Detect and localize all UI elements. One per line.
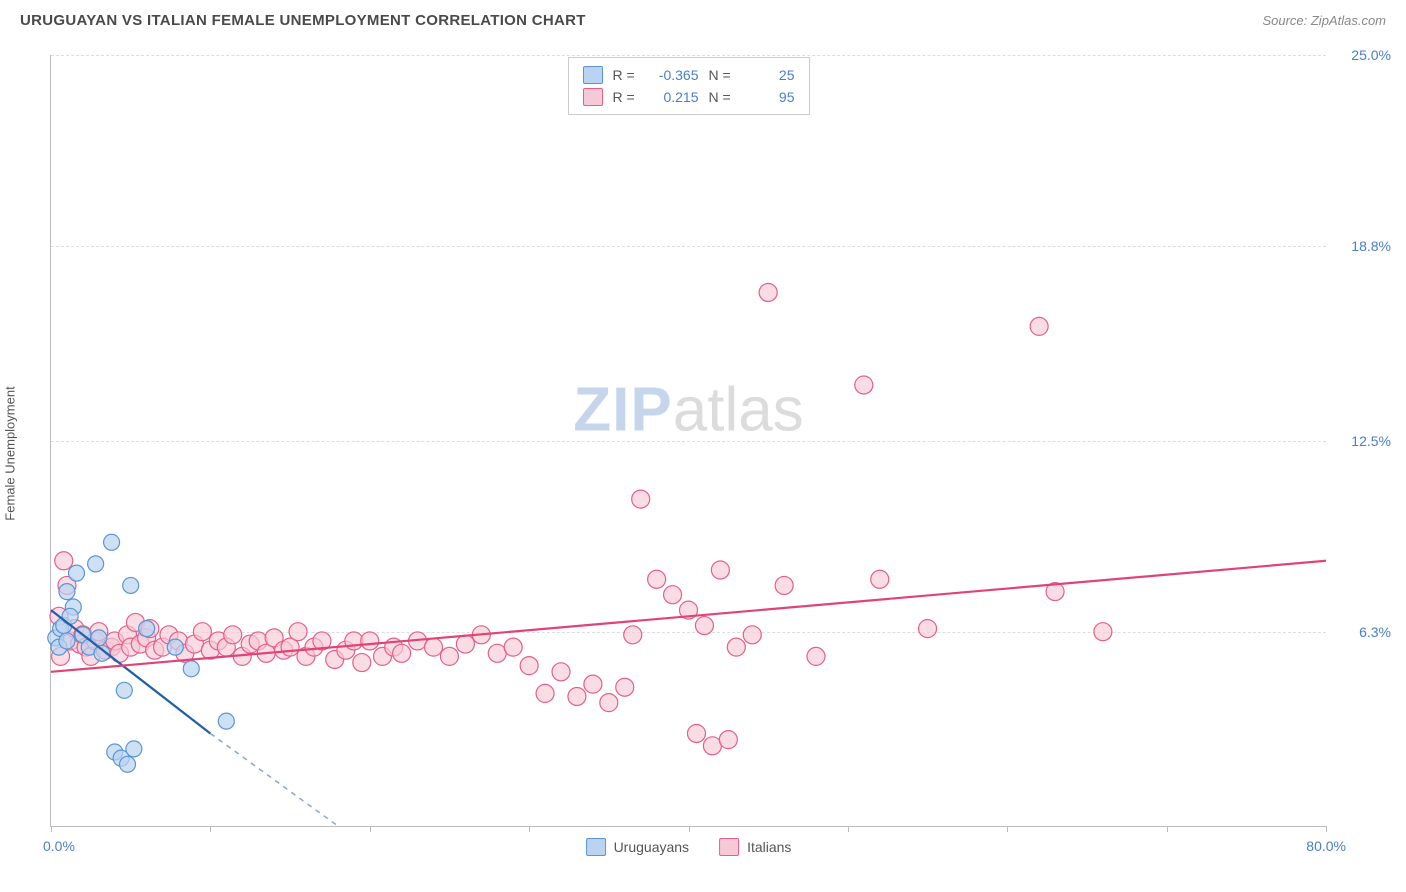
n-label: N = [709,67,735,83]
legend-item-uruguayans: Uruguayans [586,838,690,856]
swatch-uruguayans [583,66,603,84]
data-point [289,623,307,641]
data-point [703,737,721,755]
data-point [504,638,522,656]
data-point [345,632,363,650]
chart-title: URUGUAYAN VS ITALIAN FEMALE UNEMPLOYMENT… [20,12,586,29]
data-point [218,713,234,729]
scatter-svg [51,55,1326,826]
data-point [520,657,538,675]
data-point [167,639,183,655]
legend-item-italians: Italians [719,838,791,856]
data-point [664,586,682,604]
series-legend: Uruguayans Italians [586,838,792,856]
data-point [59,633,75,649]
data-point [456,635,474,653]
data-point [183,661,199,677]
series-name-italians: Italians [747,839,791,855]
data-point [871,570,889,588]
n-value-italians: 95 [745,89,795,105]
y-tick-label: 12.5% [1351,433,1391,449]
y-axis-label: Female Unemployment [3,386,18,520]
r-value-italians: 0.215 [649,89,699,105]
data-point [126,741,142,757]
data-point [123,577,139,593]
data-point [55,552,73,570]
data-point [536,684,554,702]
data-point [855,376,873,394]
data-point [116,682,132,698]
n-label: N = [709,89,735,105]
data-point [1030,317,1048,335]
data-point [727,638,745,656]
data-point [361,632,379,650]
data-point [120,756,136,772]
data-point [224,626,242,644]
data-point [393,644,411,662]
trend-line [51,561,1326,672]
data-point [711,561,729,579]
data-point [440,647,458,665]
r-label: R = [613,89,639,105]
data-point [69,565,85,581]
data-point [1094,623,1112,641]
y-tick-label: 6.3% [1359,624,1391,640]
swatch-italians [583,88,603,106]
data-point [425,638,443,656]
r-label: R = [613,67,639,83]
correlation-legend: R = -0.365 N = 25 R = 0.215 N = 95 [568,57,810,115]
swatch-italians [719,838,739,856]
data-point [488,644,506,662]
legend-row-uruguayans: R = -0.365 N = 25 [583,64,795,86]
data-point [584,675,602,693]
trend-line-extrapolated [210,733,338,826]
n-value-uruguayans: 25 [745,67,795,83]
x-max-label: 80.0% [1306,838,1346,854]
y-tick-label: 18.8% [1351,238,1391,254]
chart-plot-area: ZIPatlas 6.3%12.5%18.8%25.0% R = -0.365 … [50,55,1326,827]
data-point [59,584,75,600]
data-point [568,687,586,705]
data-point [552,663,570,681]
data-point [353,654,371,672]
r-value-uruguayans: -0.365 [649,67,699,83]
y-tick-label: 25.0% [1351,47,1391,63]
data-point [775,576,793,594]
source-label: Source: ZipAtlas.com [1262,13,1386,28]
swatch-uruguayans [586,838,606,856]
data-point [695,617,713,635]
series-name-uruguayans: Uruguayans [614,839,690,855]
data-point [648,570,666,588]
data-point [807,647,825,665]
data-point [88,556,104,572]
data-point [104,534,120,550]
data-point [743,626,761,644]
data-point [719,731,737,749]
data-point [616,678,634,696]
data-point [919,620,937,638]
data-point [759,283,777,301]
x-min-label: 0.0% [43,838,75,854]
data-point [632,490,650,508]
data-point [193,623,211,641]
data-point [624,626,642,644]
legend-row-italians: R = 0.215 N = 95 [583,86,795,108]
data-point [600,694,618,712]
data-point [139,621,155,637]
data-point [687,724,705,742]
